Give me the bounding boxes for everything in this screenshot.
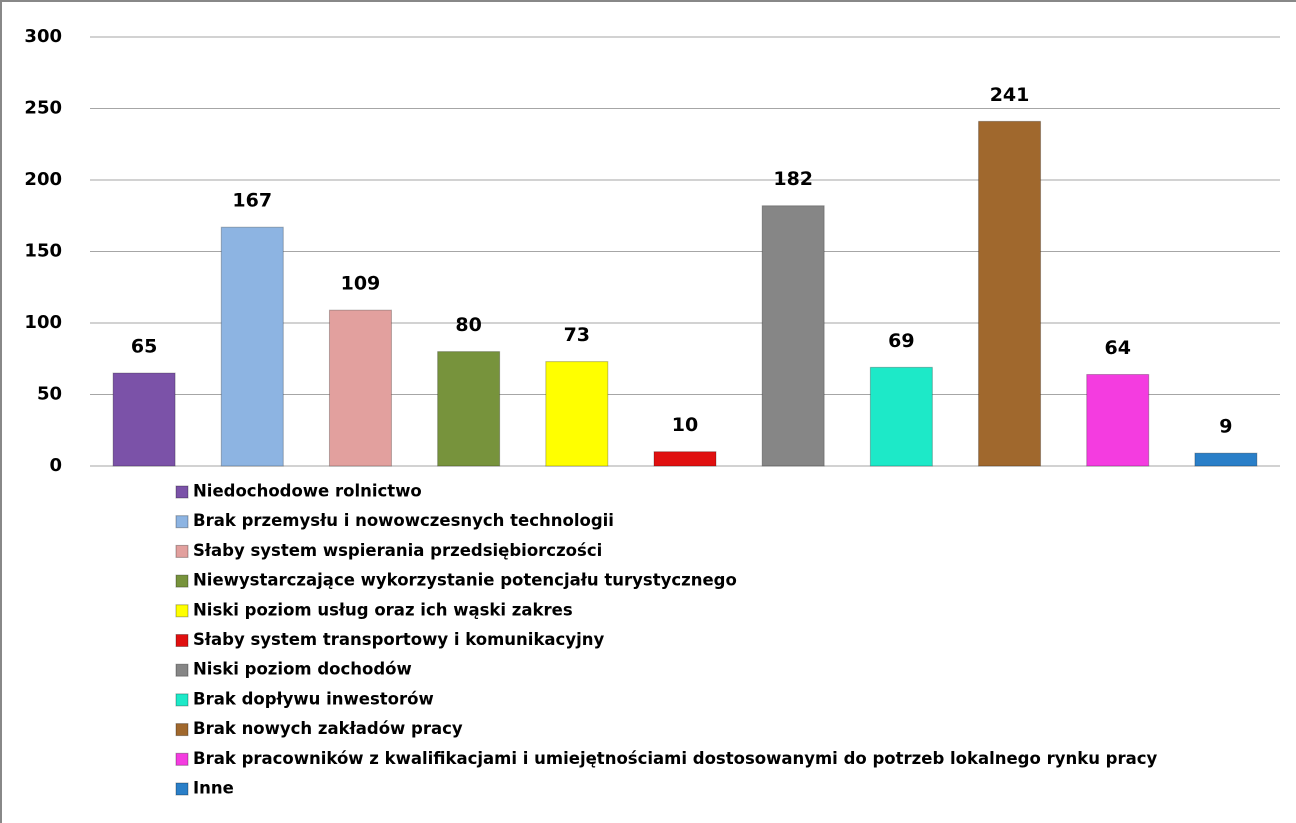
data-label: 10 [672, 414, 698, 436]
legend-swatch [175, 723, 189, 737]
y-tick-label: 200 [24, 169, 62, 190]
bar [437, 351, 501, 467]
legend-swatch [175, 485, 189, 499]
legend-swatch [175, 544, 189, 558]
bar [869, 366, 933, 467]
bar [653, 451, 717, 467]
bar [978, 120, 1042, 467]
legend-label: Słaby system transportowy i komunikacyjn… [193, 630, 604, 649]
legend-label: Brak dopływu inwestorów [193, 689, 434, 708]
data-label: 69 [888, 330, 914, 352]
legend-label: Brak pracowników z kwalifikacjami i umie… [193, 749, 1158, 768]
legend-label: Niedochodowe rolnictwo [193, 482, 422, 501]
legend-swatch [175, 574, 189, 588]
bar [545, 361, 609, 467]
y-tick-label: 50 [37, 384, 62, 405]
data-label: 9 [1219, 416, 1232, 438]
bar [1194, 452, 1258, 467]
y-tick-label: 150 [24, 241, 62, 262]
legend-label: Niski poziom dochodów [193, 660, 412, 679]
bar [1086, 373, 1150, 467]
data-label: 73 [564, 324, 590, 346]
legend-swatch [175, 515, 189, 529]
data-label: 64 [1105, 337, 1131, 359]
bar [220, 226, 284, 467]
data-label: 182 [773, 168, 813, 190]
legend-label: Słaby system wspierania przedsiębiorczoś… [193, 541, 602, 560]
legend-swatch [175, 634, 189, 647]
y-tick-label: 250 [24, 98, 62, 119]
legend-swatch [175, 752, 189, 766]
legend-label: Brak nowych zakładów pracy [193, 719, 463, 738]
data-label: 167 [232, 190, 272, 212]
legend-label: Inne [193, 779, 234, 798]
y-tick-label: 100 [24, 312, 62, 333]
bar [761, 205, 825, 467]
legend-swatch [175, 693, 189, 707]
legend-swatch [175, 604, 189, 618]
bar [328, 309, 392, 467]
data-label: 109 [341, 273, 381, 295]
legend-label: Niski poziom usług oraz ich wąski zakres [193, 600, 573, 619]
legend-swatch [175, 782, 189, 796]
y-tick-label: 0 [49, 455, 62, 476]
y-tick-label: 300 [24, 26, 62, 47]
bar [112, 372, 176, 467]
legend-swatch [175, 663, 189, 677]
data-label: 241 [990, 84, 1030, 106]
data-label: 80 [455, 314, 481, 336]
legend-label: Brak przemysłu i nowowczesnych technolog… [193, 511, 614, 530]
legend-label: Niewystarczające wykorzystanie potencjał… [193, 571, 737, 590]
data-label: 65 [131, 336, 157, 358]
